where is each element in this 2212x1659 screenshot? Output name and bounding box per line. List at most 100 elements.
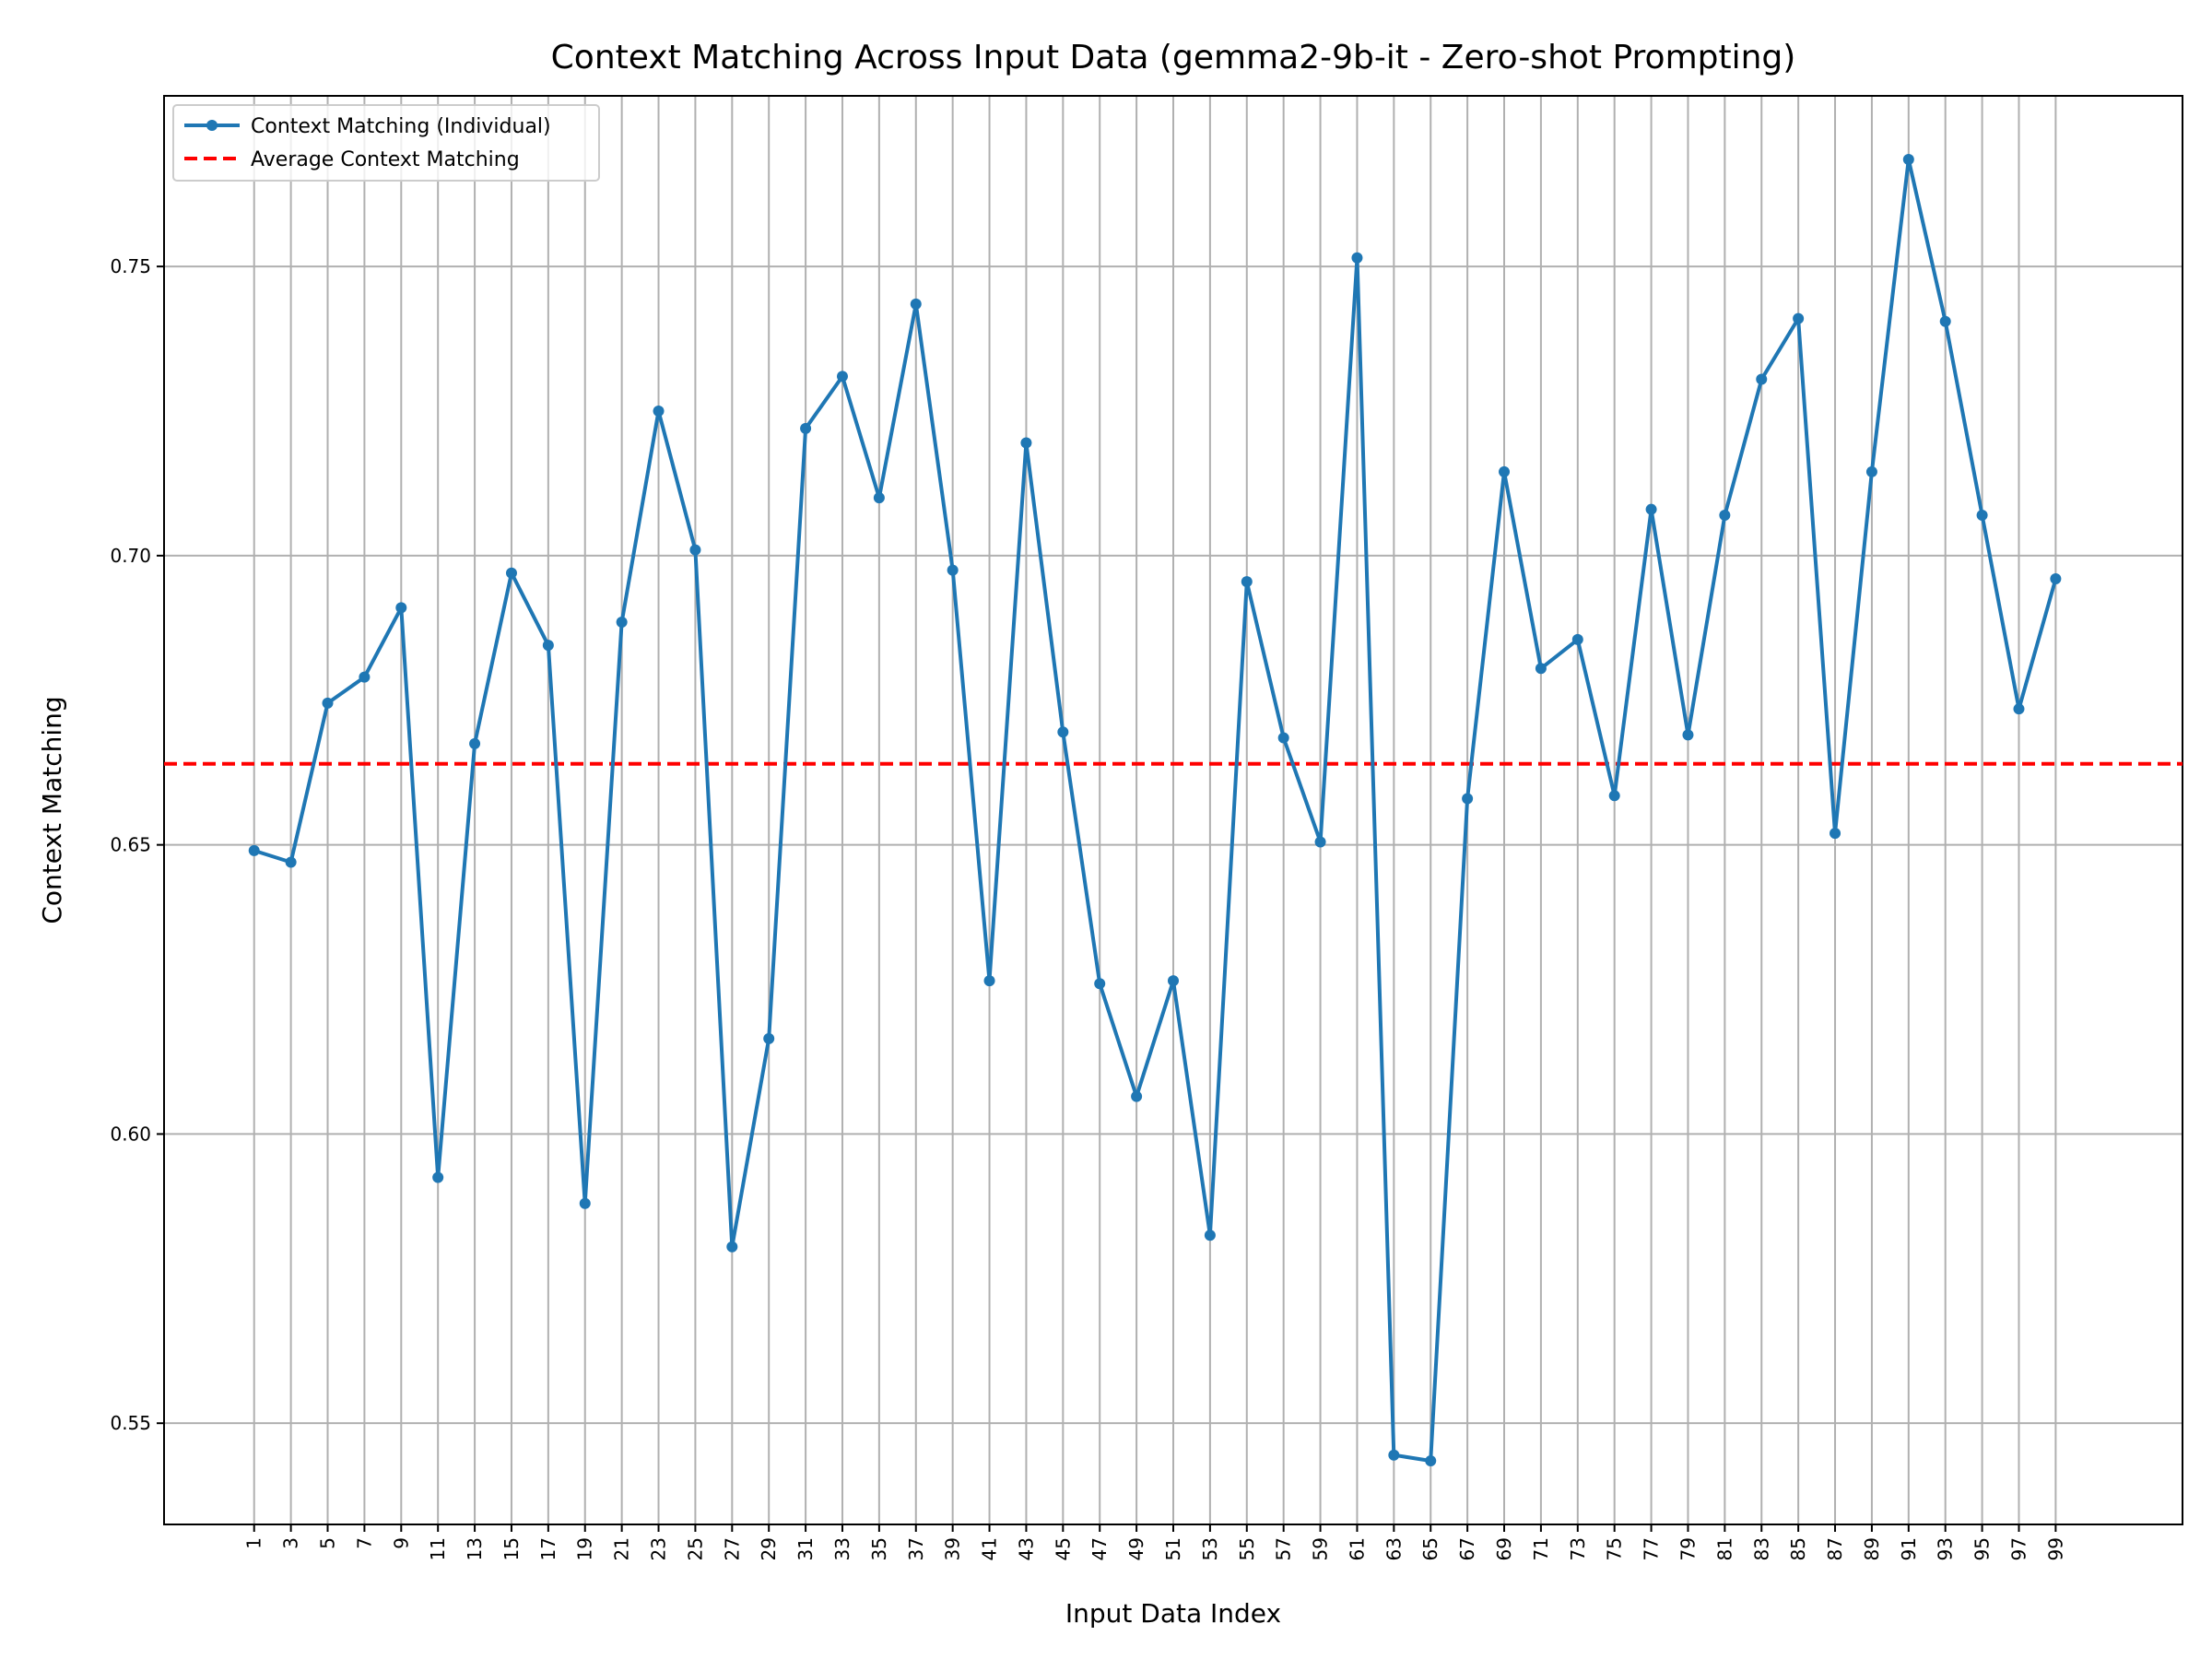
x-tick-label: 19 — [574, 1537, 596, 1560]
data-point — [653, 406, 665, 418]
x-tick-label: 89 — [1861, 1537, 1883, 1560]
data-point — [1204, 1230, 1216, 1241]
data-point — [1608, 790, 1620, 802]
x-tick-label: 61 — [1346, 1537, 1368, 1560]
x-tick-label: 55 — [1236, 1537, 1258, 1560]
data-point — [322, 697, 334, 709]
y-axis-label: Context Matching — [37, 696, 67, 924]
data-point — [285, 856, 297, 868]
data-point — [1462, 793, 1474, 805]
data-point — [1241, 576, 1253, 588]
data-point — [689, 544, 701, 556]
x-tick-label: 63 — [1382, 1537, 1405, 1560]
chart-title: Context Matching Across Input Data (gemm… — [551, 39, 1796, 76]
data-point — [726, 1241, 738, 1253]
x-tick-label: 39 — [942, 1537, 964, 1560]
x-tick-label: 53 — [1199, 1537, 1221, 1560]
x-tick-label: 15 — [500, 1537, 523, 1560]
data-point — [1939, 315, 1951, 327]
y-tick-label: 0.70 — [110, 545, 151, 567]
data-point — [1645, 503, 1657, 515]
y-tick-label: 0.55 — [110, 1412, 151, 1434]
y-tick-label: 0.65 — [110, 834, 151, 856]
x-tick-label: 51 — [1162, 1537, 1184, 1560]
x-tick-label: 59 — [1310, 1537, 1332, 1560]
legend-label-individual: Context Matching (Individual) — [251, 115, 551, 138]
data-point — [1388, 1449, 1400, 1461]
data-point — [983, 975, 995, 987]
x-tick-label: 71 — [1530, 1537, 1552, 1560]
data-point — [359, 671, 371, 683]
x-tick-label: 79 — [1677, 1537, 1699, 1560]
data-point — [1351, 252, 1363, 264]
data-point — [1830, 828, 1841, 840]
x-tick-label: 9 — [390, 1537, 412, 1549]
x-tick-label: 65 — [1419, 1537, 1441, 1560]
x-tick-label: 23 — [648, 1537, 670, 1560]
data-point — [1057, 726, 1069, 738]
data-point — [836, 371, 848, 382]
legend: Context Matching (Individual) Average Co… — [172, 104, 600, 182]
x-tick-label: 57 — [1273, 1537, 1295, 1560]
x-tick-label: 87 — [1824, 1537, 1846, 1560]
x-tick-label: 21 — [611, 1537, 633, 1560]
legend-box — [172, 104, 600, 182]
x-tick-label: 47 — [1088, 1537, 1111, 1560]
x-tick-label: 35 — [868, 1537, 890, 1560]
x-tick-label: 45 — [1052, 1537, 1074, 1560]
data-point — [1976, 509, 1988, 521]
data-point — [1719, 509, 1731, 521]
x-tick-label: 41 — [979, 1537, 1001, 1560]
x-tick-label: 27 — [721, 1537, 743, 1560]
data-point — [910, 298, 922, 310]
x-tick-label: 49 — [1125, 1537, 1147, 1560]
data-point — [1314, 836, 1326, 848]
x-tick-label: 95 — [1971, 1537, 1994, 1560]
data-point — [1571, 633, 1583, 645]
data-point — [763, 1032, 775, 1044]
data-point — [1499, 465, 1511, 477]
data-point — [1277, 732, 1289, 744]
data-point — [2050, 572, 2062, 584]
series-line-individual — [253, 158, 2058, 1463]
x-axis-label: Input Data Index — [1065, 1598, 1281, 1629]
data-point — [469, 737, 481, 749]
x-tick-label: 75 — [1604, 1537, 1626, 1560]
y-tick-label: 0.75 — [110, 255, 151, 277]
x-tick-label: 13 — [464, 1537, 486, 1560]
data-point — [1535, 663, 1547, 675]
x-tick-label: 43 — [1015, 1537, 1037, 1560]
data-point — [1756, 373, 1768, 385]
x-tick-label: 97 — [2007, 1537, 2030, 1560]
x-tick-label: 5 — [317, 1537, 339, 1549]
y-tick-label: 0.60 — [110, 1123, 151, 1145]
data-point — [1902, 154, 1914, 166]
x-tick-label: 33 — [831, 1537, 853, 1560]
data-point — [1682, 729, 1694, 741]
data-point — [1020, 437, 1032, 449]
data-point — [1094, 978, 1106, 990]
x-tick-label: 11 — [427, 1537, 449, 1560]
x-tick-label: 77 — [1641, 1537, 1663, 1560]
series-layer — [248, 154, 2062, 1466]
legend-marker-individual — [206, 120, 218, 131]
x-axis-ticks: 1 3 5 7 9 11 13 15 17 19 21 23 25 27 29 31 33 35 37 39 41 43 4… — [243, 1524, 2066, 1560]
grid-lines — [164, 96, 2183, 1524]
x-tick-label: 67 — [1456, 1537, 1478, 1560]
x-tick-label: 73 — [1567, 1537, 1589, 1560]
data-point — [542, 640, 554, 652]
x-tick-label: 81 — [1713, 1537, 1735, 1560]
data-point — [579, 1197, 591, 1209]
data-point — [947, 564, 959, 576]
data-point — [1793, 312, 1805, 324]
x-tick-label: 7 — [353, 1537, 375, 1549]
x-tick-label: 31 — [794, 1537, 817, 1560]
data-point — [873, 492, 885, 504]
x-tick-label: 17 — [537, 1537, 559, 1560]
x-tick-label: 99 — [2044, 1537, 2066, 1560]
data-point — [1865, 465, 1877, 477]
data-point — [505, 567, 517, 579]
data-point — [395, 602, 407, 614]
data-point — [2013, 703, 2025, 715]
